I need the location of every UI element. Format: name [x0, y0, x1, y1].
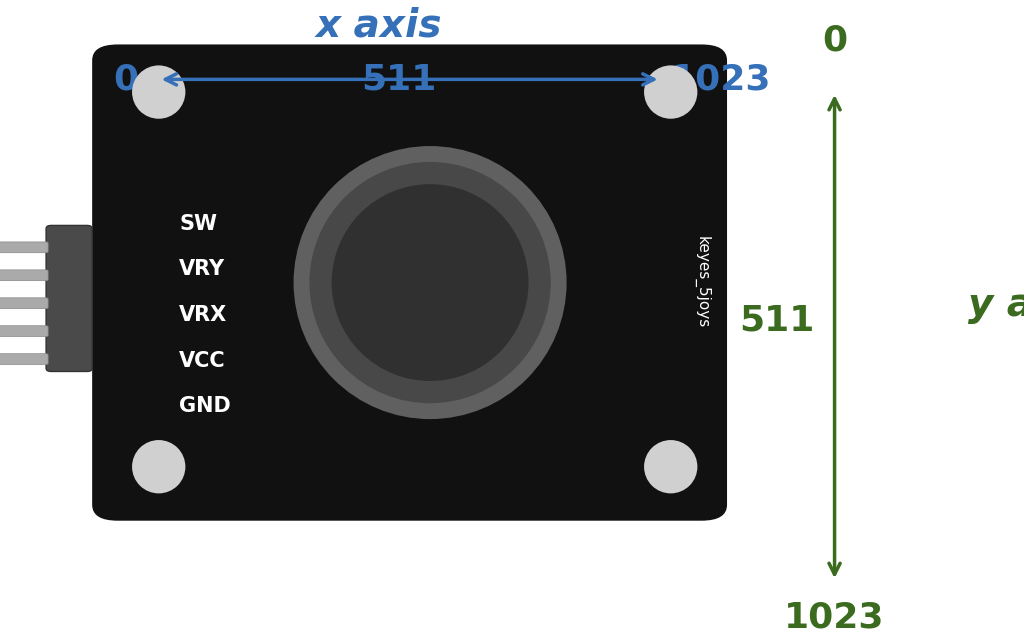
FancyBboxPatch shape [0, 270, 48, 281]
Text: 511: 511 [361, 62, 437, 97]
Text: SW: SW [179, 213, 217, 234]
Ellipse shape [644, 440, 697, 493]
FancyBboxPatch shape [0, 242, 48, 253]
Ellipse shape [309, 162, 551, 403]
Ellipse shape [132, 440, 185, 493]
Text: 1023: 1023 [671, 62, 771, 97]
Text: VRY: VRY [179, 259, 225, 279]
FancyBboxPatch shape [0, 354, 48, 364]
Text: x axis: x axis [315, 6, 442, 44]
Text: 1023: 1023 [784, 600, 885, 634]
Text: 0: 0 [822, 23, 847, 57]
Ellipse shape [644, 65, 697, 119]
Ellipse shape [132, 65, 185, 119]
FancyBboxPatch shape [92, 44, 727, 521]
Text: VRX: VRX [179, 305, 227, 325]
Text: 511: 511 [738, 304, 814, 338]
FancyBboxPatch shape [0, 326, 48, 337]
Ellipse shape [294, 146, 566, 419]
FancyBboxPatch shape [46, 225, 92, 371]
Ellipse shape [332, 184, 528, 381]
Text: keyes_5joys: keyes_5joys [693, 236, 710, 329]
Text: VCC: VCC [179, 351, 226, 371]
Text: GND: GND [179, 396, 231, 417]
FancyBboxPatch shape [0, 298, 48, 309]
Text: y axis: y axis [968, 286, 1024, 324]
Text: 0: 0 [113, 62, 138, 97]
